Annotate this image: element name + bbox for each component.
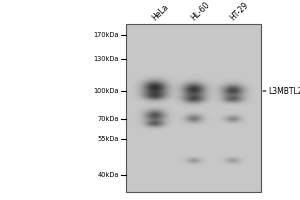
Text: 130kDa: 130kDa: [94, 56, 119, 62]
Text: 100kDa: 100kDa: [93, 88, 119, 94]
Text: 70kDa: 70kDa: [98, 116, 119, 122]
Text: 170kDa: 170kDa: [93, 32, 119, 38]
Text: L3MBTL2: L3MBTL2: [263, 86, 300, 96]
Text: HT-29: HT-29: [228, 0, 250, 22]
Text: 40kDa: 40kDa: [98, 172, 119, 178]
Text: HL-60: HL-60: [189, 0, 211, 22]
Text: HeLa: HeLa: [150, 2, 170, 22]
Text: 55kDa: 55kDa: [98, 136, 119, 142]
Bar: [126, 24, 261, 192]
